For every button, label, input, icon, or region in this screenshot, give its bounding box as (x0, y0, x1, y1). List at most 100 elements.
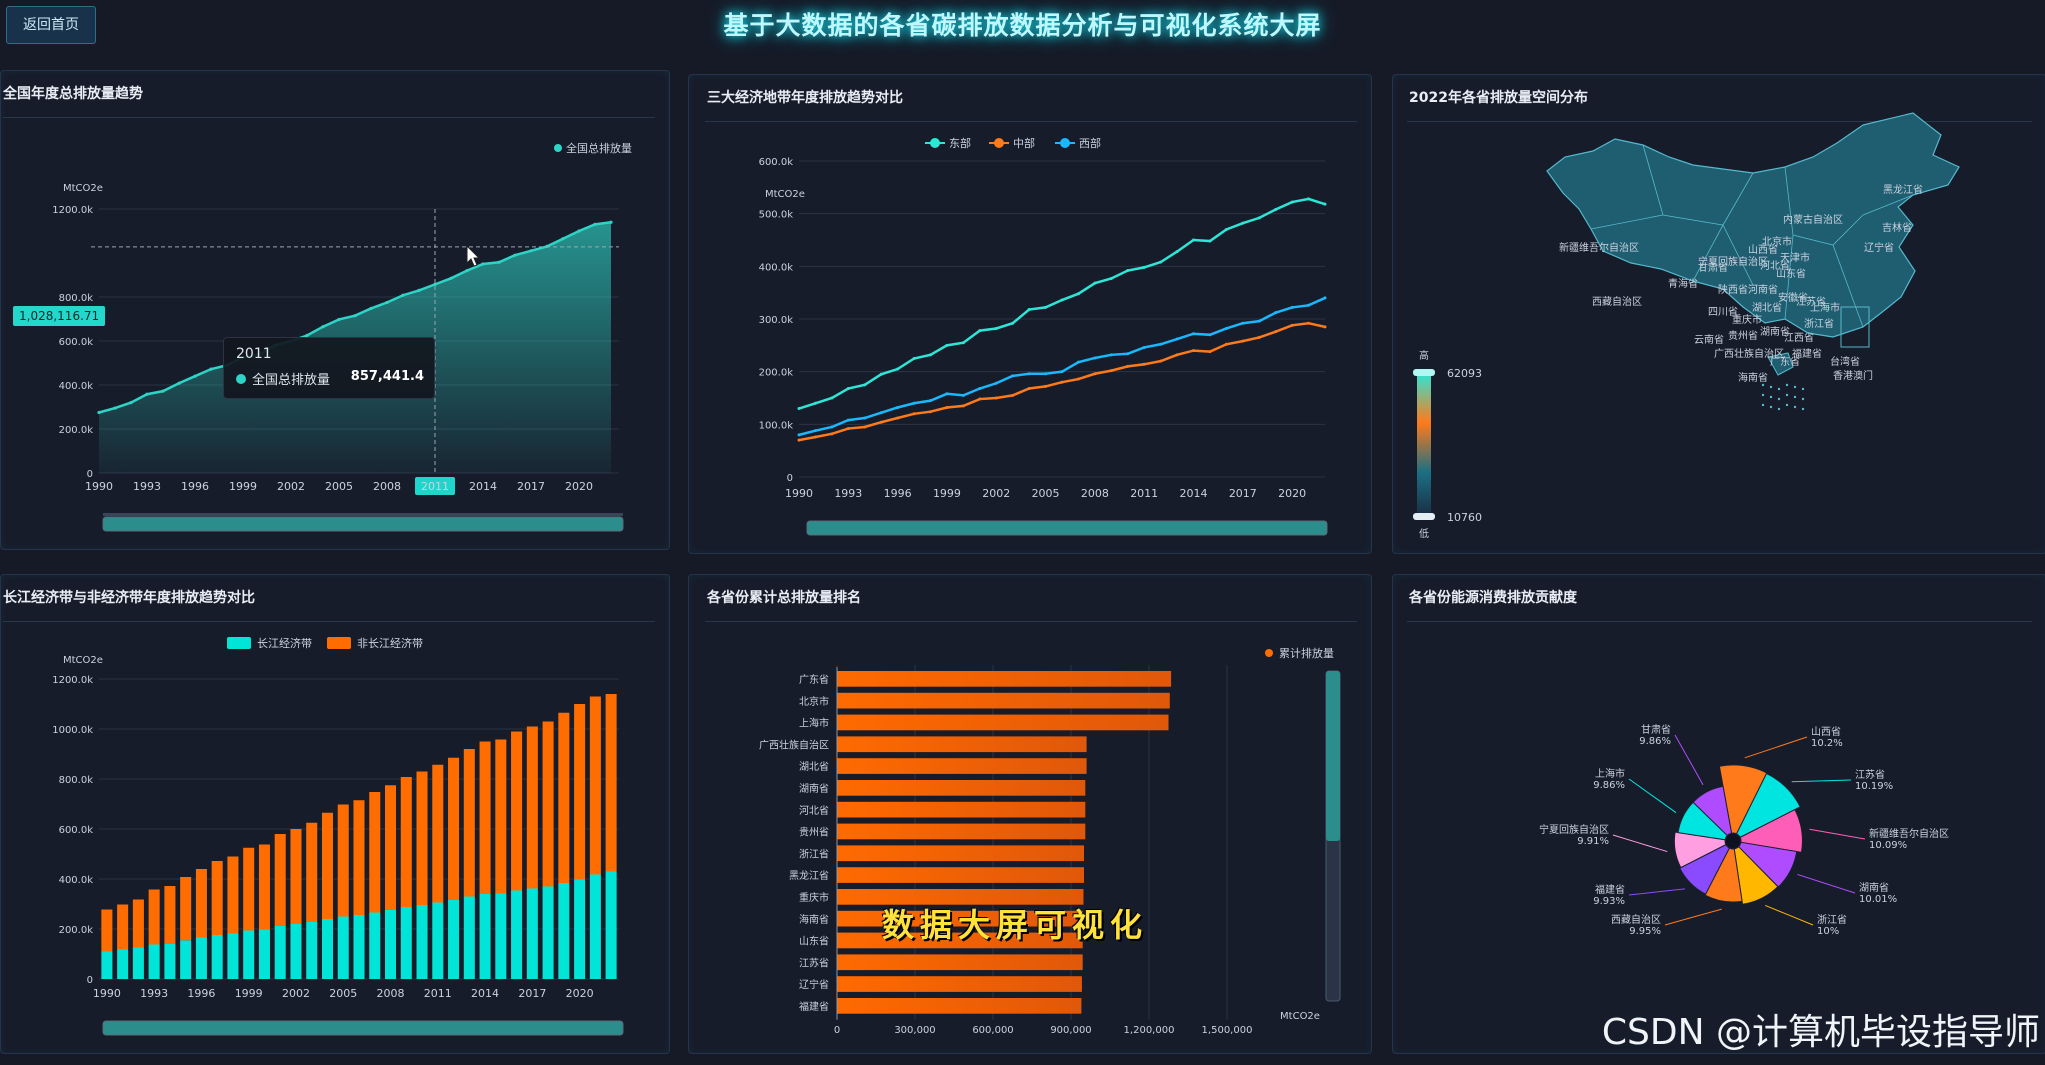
data-point (896, 405, 900, 409)
bar-yangtze (290, 924, 302, 979)
data-point (209, 367, 213, 371)
ranking-bar (837, 845, 1084, 862)
data-point (1044, 372, 1048, 376)
data-point (912, 357, 916, 360)
data-point (863, 425, 867, 429)
rose-slice (1733, 845, 1779, 905)
bar-non-yangtze (463, 749, 475, 897)
bar-yangtze (180, 940, 192, 979)
label-leader-line (1674, 734, 1704, 786)
data-point (1241, 221, 1245, 225)
bar-non-yangtze (574, 704, 586, 880)
zoom-slider (806, 520, 1328, 536)
bar-non-yangtze (479, 741, 491, 894)
province-border (1642, 144, 1754, 226)
vertical-zoom-slider (1326, 671, 1340, 841)
bar-yangtze (605, 871, 617, 979)
watermark: CSDN @计算机毕设指导师 (1601, 1012, 2040, 1053)
data-point (1109, 353, 1113, 357)
data-point (945, 392, 949, 396)
ranking-bar (837, 998, 1082, 1014)
data-point (1274, 207, 1278, 211)
map-label: 海南省 (1738, 371, 1768, 384)
bar-yangtze (589, 874, 601, 979)
x-tick-label: 1996 (187, 987, 215, 1000)
yangtze-stacked-bar-chart[interactable]: 0 200.0k 400.0k 600.0k 800.0k 1000.0k 1200.0k M… (1, 575, 669, 1053)
data-point (161, 389, 165, 393)
slice-name-label: 西藏自治区 (1611, 913, 1661, 926)
x-tick-label: 2014 (471, 987, 499, 1000)
data-point (846, 387, 850, 391)
map-label: 安徽省 (1778, 291, 1808, 304)
data-point (561, 237, 565, 241)
slice-name-label: 浙江省 (1817, 913, 1847, 926)
ranking-bar-chart[interactable]: 0 300,000 600,000 900,000 1,200,000 1,500,000… (689, 575, 1371, 1053)
data-point (497, 260, 501, 264)
y-tick-label: 500.0k (759, 210, 794, 221)
x-tick-label: 2020 (566, 987, 594, 1000)
bar-yangtze (227, 933, 239, 979)
x-tick-label: 2008 (373, 480, 401, 493)
data-point (961, 393, 965, 397)
slice-value-label: 10% (1817, 926, 1839, 937)
bar-yangtze (574, 879, 586, 979)
data-point (1323, 296, 1327, 300)
map-label: 山西省 (1748, 243, 1778, 256)
ranking-bar (837, 867, 1084, 883)
map-label: 辽宁省 (1864, 241, 1894, 254)
bar-non-yangtze (526, 726, 538, 889)
data-point (1027, 387, 1031, 391)
data-point (385, 300, 389, 305)
data-point (1060, 370, 1064, 374)
map-label: 台湾省 (1830, 355, 1860, 368)
x-tick-label: 600,000 (972, 1025, 1013, 1036)
data-point (945, 405, 949, 409)
x-tick-label: 1990 (85, 480, 113, 493)
data-point (1044, 305, 1048, 309)
island-dot (1793, 405, 1797, 409)
x-tick-label: 0 (834, 1025, 840, 1036)
province-border (1590, 214, 1664, 230)
x-tick-highlight (415, 477, 455, 495)
x-tick-label: 1993 (834, 487, 862, 500)
data-point (813, 435, 817, 439)
category-label: 湖北省 (799, 760, 829, 773)
slice-name-label: 甘肃省 (1641, 723, 1671, 736)
island-dot (1785, 403, 1789, 407)
x-tick-label: 1999 (235, 987, 263, 1000)
legend-dot-icon (930, 138, 940, 148)
slice-name-label: 宁夏回族自治区 (1539, 823, 1609, 836)
data-point (846, 427, 850, 431)
data-point (1060, 298, 1064, 302)
ranking-bar (837, 758, 1087, 774)
back-home-button[interactable]: 返回首页 (6, 6, 96, 44)
legend-label: 全国总排放量 (566, 141, 632, 155)
data-point (896, 367, 900, 371)
data-point (929, 410, 932, 414)
bar-yangtze (195, 937, 207, 979)
label-leader-line (1664, 908, 1722, 926)
x-tick-label: 2020 (565, 480, 593, 493)
data-point (481, 262, 485, 266)
bar-non-yangtze (416, 771, 428, 905)
y-tick-label: 400.0k (759, 262, 794, 273)
data-point (401, 293, 405, 297)
data-point (1093, 281, 1097, 285)
data-point (1142, 362, 1146, 366)
x-tick-label: 2017 (1229, 487, 1257, 500)
y-tick-label: 800.0k (59, 775, 94, 786)
south-sea-inset (1840, 306, 1870, 348)
label-leader-line (1612, 834, 1668, 853)
bar-non-yangtze (558, 712, 570, 883)
x-tick-label: 2005 (329, 987, 357, 1000)
data-point (1257, 335, 1261, 339)
map-label: 广东省 (1770, 355, 1800, 368)
y-axis-unit: MtCO2e (63, 183, 103, 194)
data-point (1257, 319, 1261, 323)
map-label: 湖北省 (1752, 301, 1782, 314)
regions-line-chart[interactable]: 0 100.0k 200.0k 300.0k 400.0k 500.0k 600.0k MtC… (689, 75, 1371, 553)
data-point (797, 407, 801, 411)
data-point (1159, 342, 1163, 346)
